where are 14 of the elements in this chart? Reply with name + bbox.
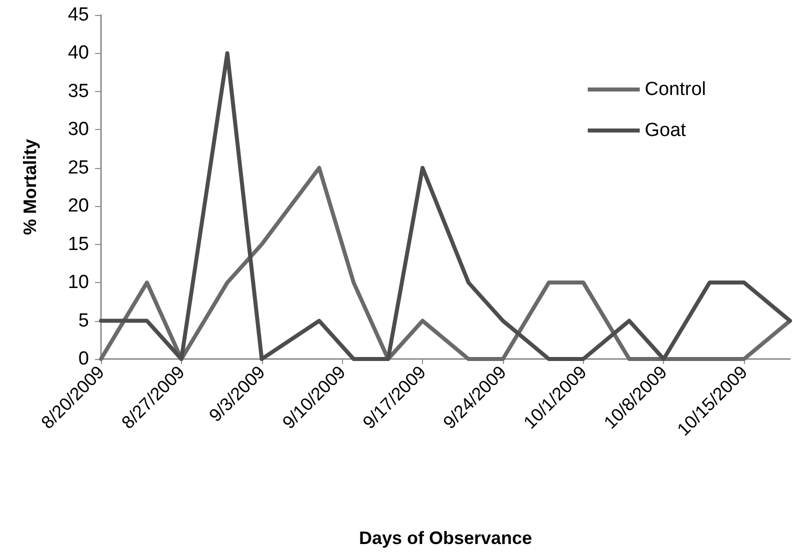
y-tick-label: 45: [68, 4, 89, 26]
y-tick-label: 30: [68, 119, 89, 140]
y-tick-label: 0: [78, 348, 89, 370]
y-tick-label: 15: [68, 234, 89, 255]
legend-label: Goat: [644, 120, 687, 141]
y-tick-label: 35: [68, 80, 89, 102]
y-tick-label: 20: [68, 196, 89, 217]
x-axis-title: Days of Observance: [358, 528, 532, 548]
legend-label: Control: [644, 79, 706, 100]
y-tick-label: 5: [78, 310, 89, 332]
y-tick-label: 40: [68, 42, 89, 64]
y-tick-label: 25: [68, 157, 89, 178]
y-tick-label: 10: [68, 272, 89, 294]
y-axis-title: % Mortality: [20, 138, 40, 236]
